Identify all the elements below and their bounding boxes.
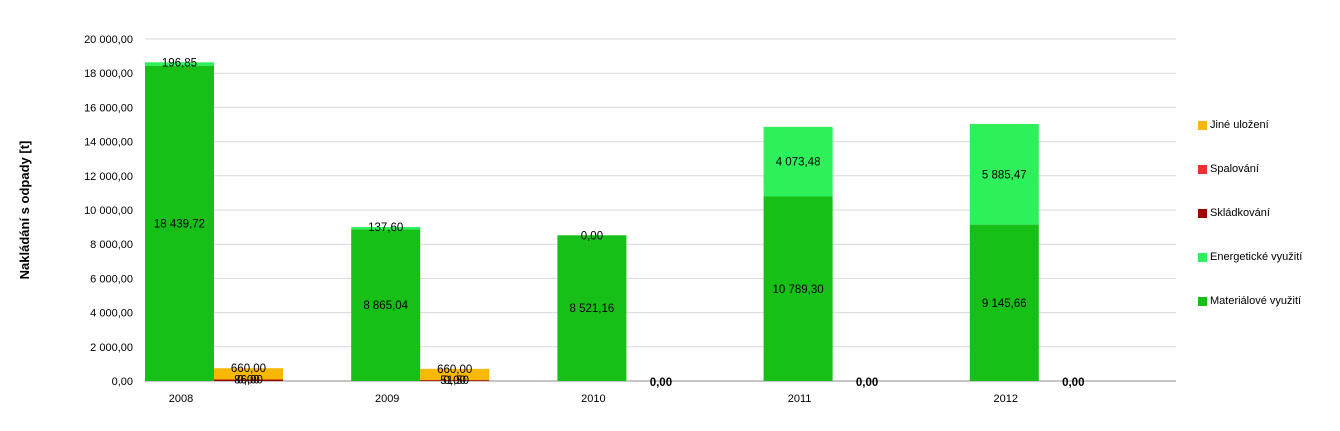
legend-label: Jiné uložení [1210, 119, 1269, 131]
bar-segment [763, 196, 833, 381]
y-axis-ticks: 0,00 2 000,00 4 000,00 6 000,00 8 000,00 10 0… [84, 34, 133, 388]
legend-label: Materiálové využití [1210, 295, 1302, 307]
data-label: 0,00 [1062, 377, 1084, 389]
legend-swatch [1198, 252, 1207, 262]
x-tick-label: 2009 [375, 393, 399, 405]
y-tick-label: 2 000,00 [90, 342, 133, 354]
bar-segment [145, 65, 214, 381]
legend-item: Energetické využití [1198, 250, 1302, 264]
legend-swatch [1198, 120, 1207, 130]
data-label: 660,00 [437, 364, 472, 376]
legend-item: Jiné uložení [1198, 118, 1269, 132]
y-tick-label: 10 000,00 [84, 205, 133, 217]
data-label: 5 885,47 [982, 169, 1027, 181]
legend-item: Skládkování [1198, 206, 1270, 220]
data-label: 86,00 [234, 375, 263, 387]
bars [145, 62, 1039, 381]
data-label: 51,50 [440, 375, 469, 387]
bar-segment [351, 227, 421, 230]
legend-item: Spalování [1198, 162, 1259, 176]
bar-segment [969, 224, 1039, 381]
data-label: 0,00 [581, 230, 603, 242]
data-label: 18 439,72 [154, 218, 205, 230]
y-tick-label: 4 000,00 [90, 308, 133, 320]
y-tick-label: 6 000,00 [90, 273, 133, 285]
data-label: 9 145,66 [982, 298, 1027, 310]
y-tick-label: 16 000,00 [84, 102, 133, 114]
data-label: 4 073,48 [776, 157, 821, 169]
y-tick-label: 12 000,00 [84, 171, 133, 183]
data-label: 137,60 [368, 222, 403, 234]
bar-segment [763, 126, 833, 197]
data-label: 10 789,30 [773, 284, 824, 296]
data-label: 8 865,04 [363, 300, 408, 312]
legend-item: Materiálové využití [1198, 294, 1301, 308]
bar-segment [969, 123, 1039, 225]
data-label: 0,00 [856, 377, 878, 389]
data-label: 8 521,16 [570, 303, 615, 315]
legend-swatch [1198, 296, 1207, 306]
data-label: 196,85 [162, 57, 197, 69]
x-tick-label: 2010 [581, 393, 605, 405]
legend-swatch [1198, 208, 1207, 218]
y-tick-label: 8 000,00 [90, 239, 133, 251]
y-tick-label: 20 000,00 [84, 34, 133, 46]
legend-swatch [1198, 164, 1207, 174]
bar-segment [351, 229, 421, 381]
bar-segment [214, 379, 283, 381]
legend-label: Energetické využití [1210, 251, 1303, 263]
x-tick-label: 2011 [788, 393, 812, 405]
y-axis-label: Nakládání s odpady [t] [17, 141, 32, 280]
y-tick-label: 14 000,00 [84, 137, 133, 149]
data-label: 0,00 [444, 375, 466, 387]
bar-segment [420, 380, 490, 381]
x-tick-label: 2012 [994, 393, 1018, 405]
y-tick-label: 0,00 [112, 376, 133, 388]
x-tick-label: 2008 [169, 393, 193, 405]
legend-label: Skládkování [1210, 207, 1270, 219]
data-label: 0,00 [237, 375, 259, 387]
gridlines [145, 38, 1176, 382]
bar-segment [214, 368, 283, 380]
bar-segment [420, 368, 490, 381]
legend-label: Spalování [1210, 163, 1259, 175]
y-tick-label: 18 000,00 [84, 68, 133, 80]
bar-segment [557, 235, 627, 381]
x-axis-ticks: 2008 2009 2010 2011 2012 [169, 393, 1018, 405]
data-label: 0,00 [650, 377, 672, 389]
bar-segment [145, 62, 214, 66]
data-label: 660,00 [231, 363, 266, 375]
